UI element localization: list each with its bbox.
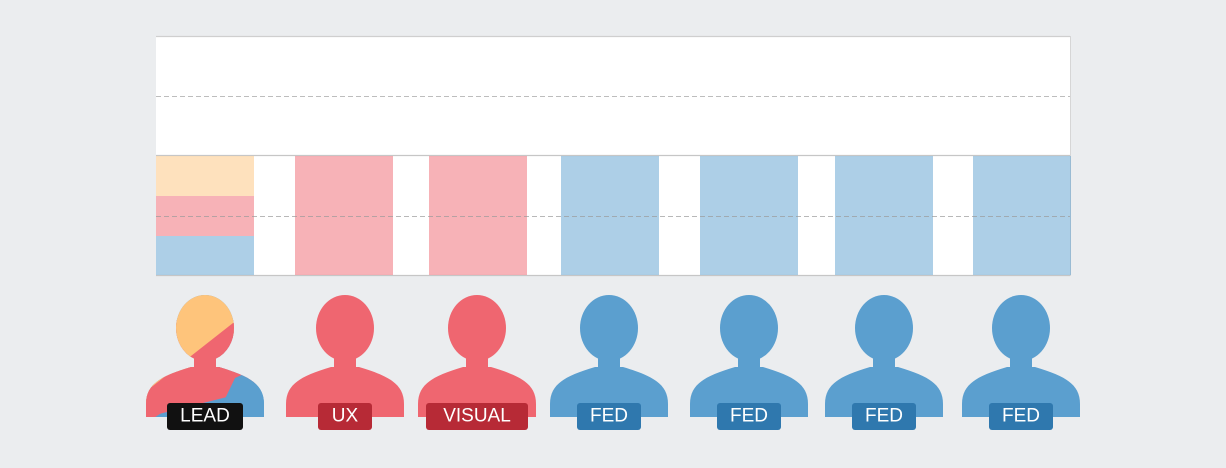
bar-fed-3 (835, 156, 933, 275)
person-visual: VISUAL (418, 295, 536, 430)
role-badge-visual: VISUAL (426, 403, 528, 430)
bar-segment-fed (561, 156, 659, 275)
person-icon (962, 295, 1080, 417)
person-icon (825, 295, 943, 417)
person-fed-3: FED (825, 295, 943, 430)
gridlines (156, 35, 1071, 277)
bar-segment-fed (835, 156, 933, 275)
role-badge-background (426, 403, 528, 430)
person-icon (418, 295, 536, 417)
role-badge-background (852, 403, 916, 430)
person-head (448, 295, 506, 361)
role-label: VISUAL (443, 406, 511, 427)
person-head (855, 295, 913, 361)
role-badge-background (989, 403, 1053, 430)
bar-segment-fed (700, 156, 798, 275)
person-fed-2: FED (690, 295, 808, 430)
role-label: FED (590, 406, 628, 427)
role-label: FED (1002, 406, 1040, 427)
bar-segment-fed (156, 236, 254, 275)
bar-fed-1 (561, 156, 659, 275)
role-badge-background (577, 403, 641, 430)
capacity-bars (156, 156, 1071, 275)
bar-segment-design (156, 156, 254, 196)
person-head (720, 295, 778, 361)
person-icon (550, 295, 668, 417)
person-icon (286, 295, 404, 417)
person-lead: LEAD (146, 295, 264, 430)
role-badge-fed-4: FED (989, 403, 1053, 430)
bar-fed-2 (700, 156, 798, 275)
role-badge-fed-1: FED (577, 403, 641, 430)
role-label: UX (332, 406, 359, 427)
role-badge-fed-3: FED (852, 403, 916, 430)
person-head (580, 295, 638, 361)
bar-segment-visual (429, 156, 527, 275)
person-head (316, 295, 374, 361)
role-badge-background (167, 403, 243, 430)
bar-lead (156, 156, 254, 275)
person-body (286, 367, 404, 417)
role-badge-fed-2: FED (717, 403, 781, 430)
person-head (992, 295, 1050, 361)
role-label: LEAD (180, 406, 230, 427)
bar-segment-fed (973, 156, 1071, 275)
person-fed-4: FED (962, 295, 1080, 430)
bar-visual (429, 156, 527, 275)
role-badge-lead: LEAD (167, 403, 243, 430)
bar-segment-ux (295, 156, 393, 275)
role-badge-background (717, 403, 781, 430)
role-badge-background (318, 403, 372, 430)
team-members: LEAD UX VISUAL FED FED FED FED (146, 295, 1080, 430)
role-label: FED (730, 406, 768, 427)
person-fed-1: FED (550, 295, 668, 430)
person-icon (690, 295, 808, 417)
person-ux: UX (286, 295, 404, 430)
role-label: FED (865, 406, 903, 427)
bar-fed-4 (973, 156, 1071, 275)
role-badge-ux: UX (318, 403, 372, 430)
bar-ux (295, 156, 393, 275)
